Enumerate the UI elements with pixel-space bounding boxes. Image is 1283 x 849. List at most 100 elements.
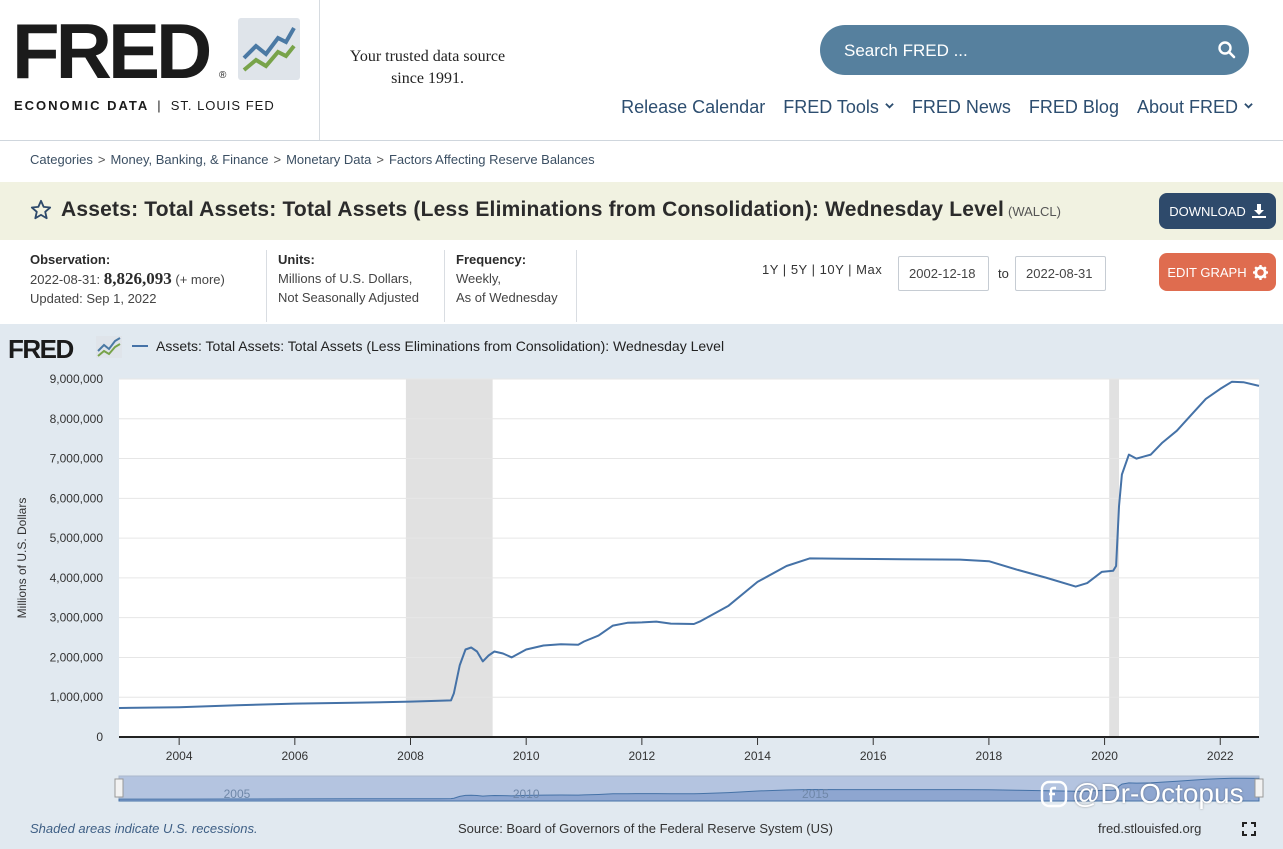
navigator-label: 2010: [513, 787, 540, 801]
breadcrumb-monetary-data[interactable]: Monetary Data: [286, 152, 372, 167]
observation-line: 2022-08-31: 8,826,093 (+ more): [30, 269, 225, 289]
x-tick-label: 2004: [166, 749, 193, 763]
tagline: Your trusted data source since 1991.: [330, 46, 525, 90]
x-tick-label: 2012: [629, 749, 656, 763]
search-icon[interactable]: [1216, 39, 1238, 61]
chevron-down-icon: [1244, 103, 1253, 109]
breadcrumb-separator: >: [376, 152, 384, 167]
nav-release-calendar[interactable]: Release Calendar: [621, 97, 766, 117]
site-header: FRED ® ECONOMIC DATA | ST. LOUIS FED Your …: [0, 0, 1283, 141]
graph-panel: 0 1,000,000 2,000,000 3,000,000 4,000,000 5,0…: [0, 324, 1283, 849]
logo-wordmark: FRED: [12, 7, 212, 95]
y-tick-label: 4,000,000: [50, 571, 104, 585]
frequency-line-1: Weekly,: [456, 271, 502, 286]
legend-label: Assets: Total Assets: Total Assets (Less…: [156, 338, 725, 354]
y-tick-label: 7,000,000: [50, 452, 104, 466]
breadcrumb-factors-affecting-reserve-balances[interactable]: Factors Affecting Reserve Balances: [388, 152, 595, 167]
observation-more-link[interactable]: (+ more): [175, 272, 225, 287]
series-id: (WALCL): [1007, 204, 1061, 219]
nav-fred-news[interactable]: FRED News: [911, 97, 1011, 117]
observation-date: 2022-08-31:: [30, 272, 101, 287]
star-icon[interactable]: [30, 199, 52, 221]
navigator-handle-right[interactable]: [1254, 778, 1264, 798]
graph-fred-logo: FRED: [8, 334, 74, 364]
frequency-line-2: As of Wednesday: [456, 290, 558, 305]
chevron-down-icon: [885, 103, 894, 109]
observation-label: Observation:: [30, 252, 111, 267]
navigator-handle-left[interactable]: [114, 778, 124, 798]
breadcrumb-money-banking-finance[interactable]: Money, Banking, & Finance: [110, 152, 269, 167]
tagline-line-1: Your trusted data source: [349, 48, 506, 65]
range-max[interactable]: Max: [856, 262, 883, 277]
nav-fred-tools-label: FRED Tools: [783, 97, 879, 117]
series-line[interactable]: [118, 380, 1260, 709]
x-tick-label: 2006: [281, 749, 308, 763]
x-tick-label: 2022: [1207, 749, 1234, 763]
logo-graph-icon: [238, 18, 300, 80]
updated-date: Updated: Sep 1, 2022: [30, 291, 157, 306]
fullscreen-icon[interactable]: [1242, 822, 1256, 836]
breadcrumb-separator: >: [97, 152, 106, 167]
nav-fred-tools[interactable]: FRED Tools: [783, 97, 894, 118]
y-tick-label: 2,000,000: [50, 650, 104, 664]
range-5y[interactable]: 5Y: [790, 262, 808, 277]
y-tick-label: 1,000,000: [50, 690, 104, 704]
date-to-input[interactable]: [1015, 256, 1106, 291]
chart[interactable]: 0 1,000,000 2,000,000 3,000,000 4,000,000 5,0…: [0, 324, 1283, 849]
watermark: @Dr-Octopus: [1040, 778, 1244, 810]
observation-value: 8,826,093: [103, 269, 172, 288]
navigator-series: [118, 777, 1260, 802]
nav-about-fred-label: About FRED: [1136, 97, 1238, 117]
y-axis-label: Millions of U.S. Dollars: [15, 498, 29, 619]
y-tick-label: 8,000,000: [50, 412, 104, 426]
y-tick-label: 0: [96, 730, 103, 744]
range-separator: |: [811, 262, 816, 277]
x-tick-label: 2014: [744, 749, 771, 763]
range-1y[interactable]: 1Y: [762, 262, 779, 277]
x-tick-label: 2010: [513, 749, 540, 763]
main-nav: Release Calendar FRED Tools FRED News FR…: [621, 97, 1253, 118]
logo-sub-economic-data: ECONOMIC DATA: [14, 98, 150, 113]
navigator-label: 2005: [224, 787, 251, 801]
page-title: Assets: Total Assets: Total Assets (Less…: [61, 198, 1061, 222]
recession-band: [405, 379, 493, 737]
units-block: Units: Millions of U.S. Dollars, Not Sea…: [278, 250, 419, 307]
fred-logo[interactable]: FRED ® ECONOMIC DATA | ST. LOUIS FED: [0, 0, 320, 140]
range-10y[interactable]: 10Y: [819, 262, 845, 277]
download-button[interactable]: DOWNLOAD: [1159, 193, 1276, 229]
nav-about-fred[interactable]: About FRED: [1137, 97, 1253, 118]
x-tick-label: 2008: [397, 749, 424, 763]
units-line-2: Not Seasonally Adjusted: [278, 290, 419, 305]
nav-fred-blog[interactable]: FRED Blog: [1028, 97, 1119, 117]
edit-graph-button[interactable]: EDIT GRAPH: [1159, 253, 1276, 291]
legend-swatch: [132, 345, 148, 347]
range-selector: 1Y | 5Y | 10Y | Max: [762, 262, 882, 277]
recession-band: [1109, 379, 1120, 737]
y-tick-label: 9,000,000: [50, 372, 104, 386]
meta-divider: [576, 250, 577, 322]
watermark-text: @Dr-Octopus: [1072, 778, 1244, 809]
recession-note: Shaded areas indicate U.S. recessions.: [30, 821, 258, 836]
x-tick-label: 2018: [976, 749, 1003, 763]
y-tick-label: 5,000,000: [50, 531, 104, 545]
series-meta: Observation: 2022-08-31: 8,826,093 (+ mo…: [0, 240, 1283, 324]
meta-divider: [444, 250, 445, 322]
logo-subtitle: ECONOMIC DATA | ST. LOUIS FED: [14, 98, 275, 113]
search-input[interactable]: [842, 25, 1206, 77]
logo-registered-mark: ®: [219, 70, 227, 81]
date-from-input[interactable]: [898, 256, 989, 291]
graph-logo-icon: [96, 336, 122, 358]
logo-sub-st-louis-fed: ST. LOUIS FED: [170, 98, 275, 113]
range-separator: |: [782, 262, 787, 277]
gear-icon: [1252, 264, 1268, 280]
breadcrumb-categories[interactable]: Categories: [30, 152, 93, 167]
x-tick-label: 2016: [860, 749, 887, 763]
breadcrumb: Categories > Money, Banking, & Finance > Mon…: [30, 152, 595, 167]
y-tick-label: 6,000,000: [50, 491, 104, 505]
download-button-label: DOWNLOAD: [1169, 203, 1246, 219]
units-label: Units:: [278, 252, 315, 267]
plot-background: [119, 379, 1259, 737]
source-note: Source: Board of Governors of the Federa…: [458, 821, 833, 836]
search-box: [820, 25, 1249, 77]
fred-url[interactable]: fred.stlouisfed.org: [1098, 821, 1202, 836]
